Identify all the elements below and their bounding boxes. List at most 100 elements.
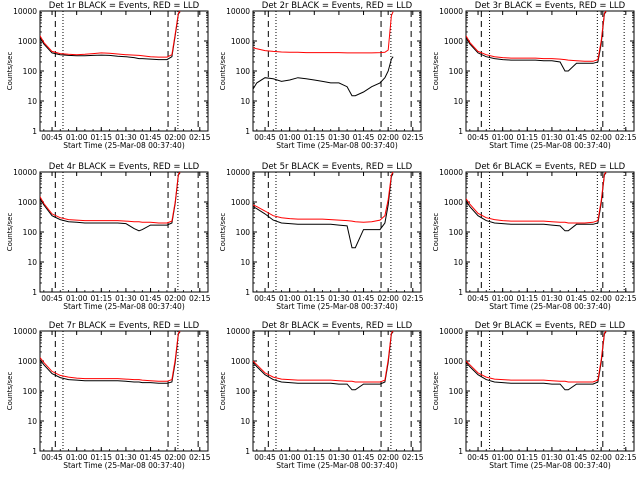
y-tick-label: 100 [236, 67, 251, 76]
x-tick-label: 01:00 [492, 294, 514, 303]
x-axis-label: Start Time (25-Mar-08 00:37:40) [63, 141, 185, 150]
y-tick-label: 10 [27, 417, 37, 426]
y-tick-label: 10000 [439, 168, 463, 177]
y-tick-label: 10 [453, 417, 463, 426]
detector-panel-1: Det 1r BLACK = Events, RED = LLD 1 10 100 10… [6, 1, 211, 150]
x-tick-label: 01:45 [140, 133, 162, 142]
x-tick-label: 01:00 [279, 453, 301, 462]
series-line-events [466, 172, 607, 232]
x-tick-label: 01:15 [303, 294, 325, 303]
x-tick-label: 01:45 [566, 453, 588, 462]
detector-panel-9: Det 9r BLACK = Events, RED = LLD 1 10 100 10… [432, 321, 637, 470]
series-line-events [40, 172, 181, 232]
y-axis-label: Counts/sec [6, 213, 14, 252]
plot-frame [465, 171, 635, 293]
y-axis-label: Counts/sec [219, 52, 227, 91]
y-tick-label: 100 [23, 228, 38, 237]
x-tick-label: 01:15 [90, 133, 112, 142]
series-line-lld [466, 11, 607, 62]
x-tick-label: 01:30 [115, 453, 137, 462]
y-tick-label: 1 [32, 288, 37, 297]
x-axis-label: Start Time (25-Mar-08 00:37:40) [489, 461, 611, 470]
plot-frame [39, 10, 209, 132]
x-tick-label: 00:45 [254, 453, 276, 462]
y-tick-label: 10 [453, 97, 463, 106]
y-tick-label: 100 [23, 387, 38, 396]
x-tick-label: 02:00 [590, 453, 612, 462]
x-tick-label: 01:15 [516, 294, 538, 303]
series-line-lld [40, 331, 181, 382]
panel-title: Det 3r BLACK = Events, RED = LLD [475, 1, 626, 11]
plot-frame [39, 330, 209, 452]
series-line-lld [253, 172, 394, 223]
y-tick-label: 1 [245, 288, 250, 297]
series-line-lld [40, 172, 181, 224]
x-tick-label: 01:15 [303, 453, 325, 462]
x-tick-label: 00:45 [254, 294, 276, 303]
x-tick-label: 01:00 [492, 453, 514, 462]
x-tick-label: 01:45 [353, 133, 375, 142]
series-line-lld [466, 331, 607, 383]
y-tick-label: 10 [27, 258, 37, 267]
y-tick-label: 1000 [444, 37, 463, 46]
plot-frame [39, 171, 209, 293]
y-axis-label: Counts/sec [219, 213, 227, 252]
panel-title: Det 9r BLACK = Events, RED = LLD [475, 321, 626, 331]
y-tick-label: 10 [240, 417, 250, 426]
x-axis-label: Start Time (25-Mar-08 00:37:40) [276, 461, 398, 470]
panel-title: Det 8r BLACK = Events, RED = LLD [262, 321, 413, 331]
x-tick-label: 01:30 [541, 453, 563, 462]
x-tick-label: 02:00 [164, 453, 186, 462]
x-tick-label: 01:30 [328, 453, 350, 462]
x-tick-label: 01:15 [90, 294, 112, 303]
x-tick-label: 01:00 [66, 453, 88, 462]
x-tick-label: 02:15 [189, 294, 211, 303]
x-tick-label: 01:45 [566, 133, 588, 142]
x-tick-label: 01:45 [353, 294, 375, 303]
series-line-events [466, 11, 607, 72]
plot-frame [465, 330, 635, 452]
y-tick-label: 1000 [18, 37, 37, 46]
x-tick-label: 02:00 [164, 133, 186, 142]
y-tick-label: 100 [449, 387, 464, 396]
series-line-events [253, 331, 394, 391]
x-tick-label: 01:00 [492, 133, 514, 142]
y-tick-label: 100 [236, 228, 251, 237]
plot-frame [252, 330, 422, 452]
y-tick-label: 1000 [444, 198, 463, 207]
x-tick-label: 01:00 [279, 294, 301, 303]
panel-title: Det 6r BLACK = Events, RED = LLD [475, 162, 626, 172]
x-tick-label: 02:15 [402, 453, 424, 462]
x-tick-label: 01:15 [303, 133, 325, 142]
series-line-events [40, 11, 181, 61]
x-tick-label: 01:30 [328, 133, 350, 142]
y-tick-label: 10 [27, 97, 37, 106]
x-tick-label: 01:15 [516, 133, 538, 142]
panel-title: Det 5r BLACK = Events, RED = LLD [262, 162, 413, 172]
x-tick-label: 02:15 [615, 453, 637, 462]
x-axis-label: Start Time (25-Mar-08 00:37:40) [489, 141, 611, 150]
y-tick-label: 1000 [231, 357, 250, 366]
x-tick-label: 01:00 [66, 133, 88, 142]
y-tick-label: 10000 [439, 7, 463, 16]
detector-panel-4: Det 4r BLACK = Events, RED = LLD 1 10 100 10… [6, 162, 211, 311]
y-tick-label: 10 [240, 97, 250, 106]
plot-frame [465, 10, 635, 132]
x-tick-label: 01:45 [353, 453, 375, 462]
x-tick-label: 02:00 [377, 453, 399, 462]
detector-panel-7: Det 7r BLACK = Events, RED = LLD 1 10 100 10… [6, 321, 211, 470]
x-tick-label: 02:15 [402, 294, 424, 303]
panel-title: Det 4r BLACK = Events, RED = LLD [49, 162, 200, 172]
x-tick-label: 01:45 [140, 294, 162, 303]
y-tick-label: 1000 [231, 198, 250, 207]
y-tick-label: 100 [236, 387, 251, 396]
x-tick-label: 02:15 [189, 453, 211, 462]
x-tick-label: 02:15 [615, 133, 637, 142]
plot-frame [252, 171, 422, 293]
x-tick-label: 01:15 [90, 453, 112, 462]
x-axis-label: Start Time (25-Mar-08 00:37:40) [276, 141, 398, 150]
y-tick-label: 10 [453, 258, 463, 267]
x-tick-label: 01:45 [140, 453, 162, 462]
y-tick-label: 1 [32, 447, 37, 456]
